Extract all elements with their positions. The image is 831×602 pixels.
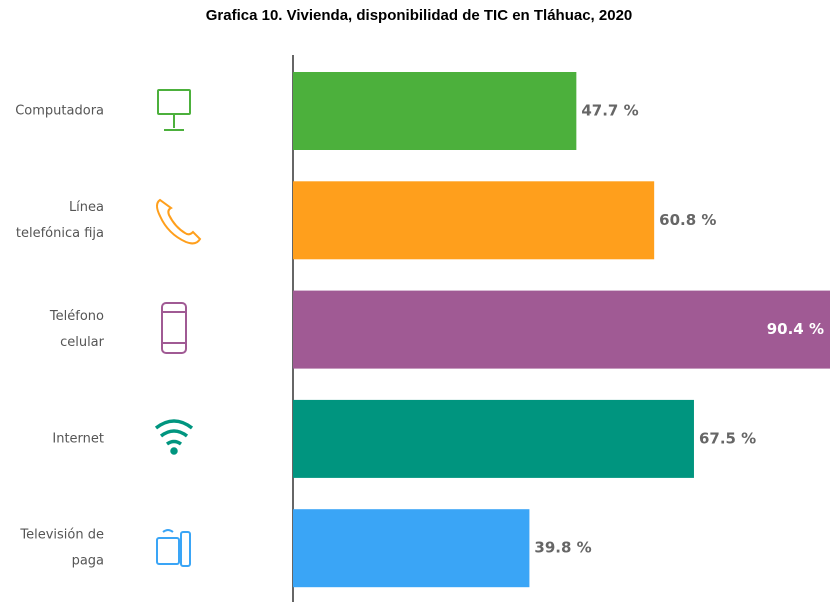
bar (293, 72, 577, 150)
icon-computer (157, 89, 191, 131)
category-label: paga (72, 554, 104, 569)
bar (293, 181, 655, 260)
bar (293, 290, 830, 369)
value-label: 39.8 % (534, 539, 591, 557)
icon-mobile (161, 302, 187, 354)
category-label: Computadora (15, 104, 104, 119)
bar (293, 399, 694, 478)
chart-title: Grafica 10. Vivienda, disponibilidad de … (206, 7, 633, 24)
icon-wifi (154, 419, 194, 455)
value-label: 67.5 % (699, 429, 756, 447)
bar (293, 509, 530, 588)
category-label: celular (60, 335, 105, 350)
category-label: Teléfono (49, 309, 104, 324)
value-label: 90.4 % (767, 320, 824, 338)
category-label: Internet (52, 431, 104, 446)
category-label: telefónica fija (16, 226, 104, 241)
icon-phone (156, 198, 202, 245)
icon-tv (156, 529, 191, 567)
category-label: Línea (69, 200, 104, 215)
value-label: 60.8 % (659, 211, 716, 229)
category-label: Televisión de (19, 528, 104, 543)
value-label: 47.7 % (581, 102, 638, 120)
